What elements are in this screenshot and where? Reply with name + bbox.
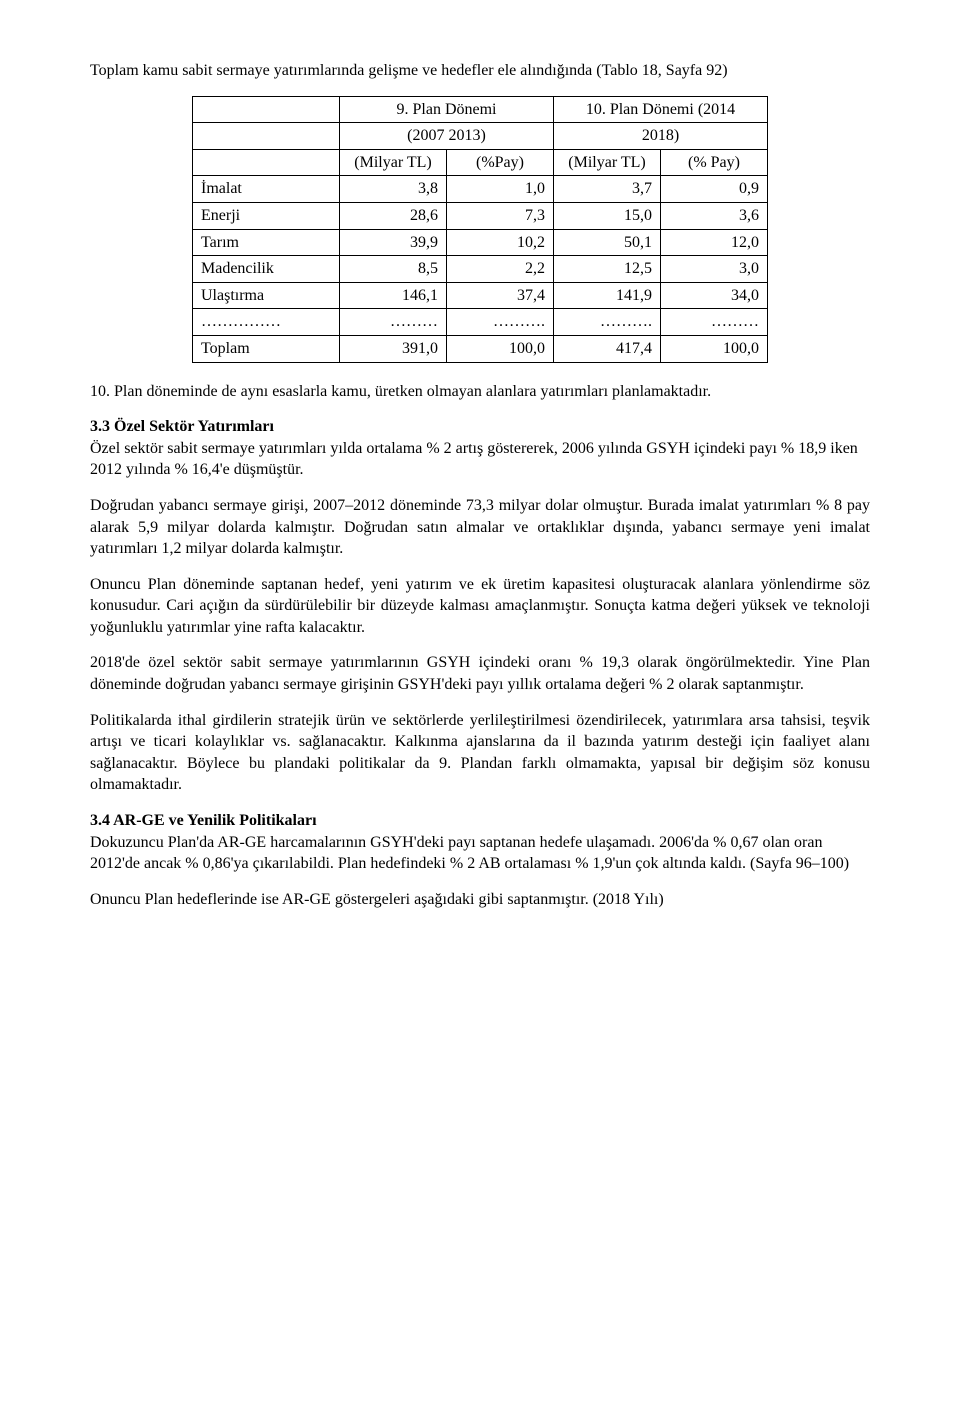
- para-2018: 2018'de özel sektör sabit sermaye yatırı…: [90, 652, 870, 695]
- cell: 3,0: [661, 256, 768, 283]
- cell: 39,9: [340, 229, 447, 256]
- cell: 8,5: [340, 256, 447, 283]
- table-row: Enerji: [193, 202, 340, 229]
- cell: 12,5: [554, 256, 661, 283]
- hdr-col-3: (Milyar TL): [554, 149, 661, 176]
- para-private-invest: Özel sektör sabit sermaye yatırımları yı…: [90, 440, 858, 479]
- cell: 100,0: [447, 335, 554, 362]
- hdr-col-4: (% Pay): [661, 149, 768, 176]
- cell: ……….: [447, 309, 554, 336]
- hdr-period9: (2007 2013): [340, 123, 554, 150]
- cell: 1,0: [447, 176, 554, 203]
- table-row: Ulaştırma: [193, 282, 340, 309]
- cell: ………: [340, 309, 447, 336]
- cell: 3,8: [340, 176, 447, 203]
- investment-table: 9. Plan Dönemi 10. Plan Dönemi (2014 (20…: [192, 96, 768, 363]
- cell: 391,0: [340, 335, 447, 362]
- cell: 2,2: [447, 256, 554, 283]
- para-target: Onuncu Plan döneminde saptanan hedef, ye…: [90, 574, 870, 639]
- hdr-blank-2: [193, 123, 340, 150]
- table-row: İmalat: [193, 176, 340, 203]
- cell: 3,7: [554, 176, 661, 203]
- hdr-period10: 2018): [554, 123, 768, 150]
- para-arge: Dokuzuncu Plan'da AR-GE harcamalarının G…: [90, 834, 849, 873]
- cell: 417,4: [554, 335, 661, 362]
- hdr-blank-1: [193, 96, 340, 123]
- cell: 3,6: [661, 202, 768, 229]
- table-row: ……………: [193, 309, 340, 336]
- cell: 15,0: [554, 202, 661, 229]
- intro-text: Toplam kamu sabit sermaye yatırımlarında…: [90, 60, 870, 82]
- para-arge-targets: Onuncu Plan hedeflerinde ise AR-GE göste…: [90, 889, 870, 911]
- cell: 7,3: [447, 202, 554, 229]
- table-row: Madencilik: [193, 256, 340, 283]
- hdr-plan9: 9. Plan Dönemi: [340, 96, 554, 123]
- cell: 37,4: [447, 282, 554, 309]
- hdr-col-2: (%Pay): [447, 149, 554, 176]
- para-fdi: Doğrudan yabancı sermaye girişi, 2007–20…: [90, 495, 870, 560]
- cell: 28,6: [340, 202, 447, 229]
- hdr-col-1: (Milyar TL): [340, 149, 447, 176]
- cell: 100,0: [661, 335, 768, 362]
- para-policy: Politikalarda ithal girdilerin stratejik…: [90, 710, 870, 796]
- cell: 141,9: [554, 282, 661, 309]
- cell: 50,1: [554, 229, 661, 256]
- table-row: Toplam: [193, 335, 340, 362]
- hdr-blank-3: [193, 149, 340, 176]
- cell: 146,1: [340, 282, 447, 309]
- para-plan-assessment: 10. Plan döneminde de aynı esaslarla kam…: [90, 381, 870, 403]
- cell: 12,0: [661, 229, 768, 256]
- hdr-plan10: 10. Plan Dönemi (2014: [554, 96, 768, 123]
- cell: ……….: [554, 309, 661, 336]
- heading-34: 3.4 AR-GE ve Yenilik Politikaları: [90, 812, 317, 829]
- cell: 10,2: [447, 229, 554, 256]
- cell: 0,9: [661, 176, 768, 203]
- cell: 34,0: [661, 282, 768, 309]
- heading-33: 3.3 Özel Sektör Yatırımları: [90, 418, 274, 435]
- cell: ………: [661, 309, 768, 336]
- table-row: Tarım: [193, 229, 340, 256]
